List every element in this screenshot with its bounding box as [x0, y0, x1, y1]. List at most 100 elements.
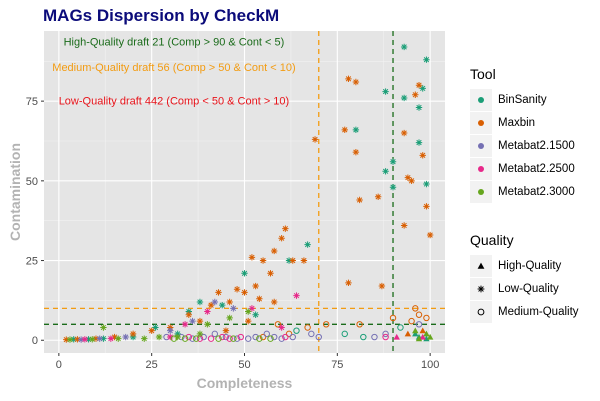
binsanity-point — [382, 88, 389, 95]
binsanity-point — [304, 241, 311, 248]
maxbin-point — [259, 257, 267, 264]
metabat2-2500-point — [382, 333, 389, 341]
maxbin-point — [426, 231, 434, 239]
tool-legend-item-marker — [478, 165, 484, 172]
quality-legend-title: Quality — [470, 232, 514, 248]
maxbin-point — [412, 305, 419, 312]
maxbin-point — [148, 327, 155, 334]
metabat2-2500-point — [181, 321, 189, 328]
metabat2-2500-point — [219, 333, 226, 341]
metabat2-1500-point — [263, 330, 270, 338]
metabat2-3000-point — [193, 335, 200, 342]
x-tick-label: 25 — [146, 359, 158, 371]
maxbin-point — [356, 321, 363, 328]
metabat2-2500-point — [278, 324, 285, 331]
tool-legend-item-marker — [478, 142, 484, 149]
metabat2-1500-point — [230, 305, 237, 312]
maxbin-point — [226, 298, 233, 306]
binsanity-point — [415, 104, 423, 111]
binsanity-point — [241, 270, 248, 277]
maxbin-point — [267, 270, 274, 277]
metabat2-3000-point — [66, 336, 74, 343]
binsanity-point — [252, 311, 259, 318]
quality-legend-item-key — [470, 254, 492, 277]
metabat2-3000-point — [155, 333, 163, 341]
y-tick-label: 75 — [26, 96, 38, 108]
maxbin-point — [252, 282, 259, 290]
metabat2-1500-point — [189, 335, 196, 342]
tool-color-dot — [478, 142, 484, 149]
metabat2-1500-point — [233, 335, 241, 342]
tool-legend-item-label: Metabat2.2500 — [498, 162, 575, 175]
maxbin-point — [322, 321, 330, 328]
metabat2-1500-point — [371, 333, 378, 341]
tool-color-dot — [478, 165, 484, 172]
metabat2-3000-point — [89, 336, 96, 343]
maxbin-point — [408, 317, 415, 325]
x-tick-label: 50 — [238, 359, 250, 371]
maxbin-point — [356, 196, 363, 204]
maxbin-point — [74, 336, 81, 343]
metabat2-1500-point — [122, 333, 129, 341]
metabat2-1500-point — [278, 335, 285, 342]
maxbin-point — [92, 335, 100, 342]
maxbin-point — [400, 129, 408, 137]
tool-legend-item: Metabat2.1500 — [470, 134, 575, 157]
metabat2-3000-point — [170, 335, 178, 342]
tool-legend-item: BinSanity — [470, 88, 575, 111]
maxbin-point — [256, 295, 263, 303]
metabat2-2500-point — [207, 335, 215, 342]
x-tick-label: 100 — [421, 359, 439, 371]
quality-legend-item: Medium-Quality — [470, 300, 579, 323]
metabat2-3000-point — [174, 333, 181, 341]
maxbin-point — [129, 330, 137, 338]
binsanity-point — [412, 330, 419, 337]
metabat2-1500-point — [167, 327, 174, 334]
maxbin-point — [111, 333, 118, 341]
tool-legend-item: Metabat2.3000 — [470, 180, 575, 203]
metabat2-2500-point — [393, 333, 400, 340]
maxbin-point — [289, 257, 296, 264]
maxbin-point — [311, 136, 319, 143]
metabat2-1500-point — [189, 317, 196, 325]
binsanity-point — [400, 94, 408, 102]
metabat2-3000-point — [256, 335, 263, 342]
quality-legend-item: High-Quality — [470, 254, 579, 277]
quality-legend-item: Low-Quality — [470, 277, 579, 300]
maxbin-point — [300, 257, 308, 264]
maxbin-point — [412, 91, 419, 98]
metabat2-3000-point — [100, 324, 107, 331]
maxbin-point — [389, 314, 397, 322]
quality-legend-item-key — [470, 300, 492, 323]
quality-annotation: Low-Quality draft 442 (Comp < 50 & Cont … — [59, 95, 290, 107]
metabat2-2500-point — [107, 335, 115, 342]
metabat2-3000-point — [115, 335, 122, 342]
maxbin-point — [241, 289, 248, 296]
maxbin-point — [352, 78, 360, 86]
metabat2-3000-point — [181, 335, 189, 342]
maxbin-point — [271, 298, 278, 306]
metabat2-2500-point — [419, 333, 426, 340]
binsanity-point — [152, 324, 159, 331]
tool-legend-item-key — [470, 88, 492, 111]
maxbin-point — [404, 174, 412, 181]
binsanity-point — [382, 168, 389, 175]
metabat2-1500-point — [211, 330, 219, 338]
binsanity-point — [360, 333, 367, 341]
maxbin-point — [378, 282, 386, 290]
maxbin-point — [415, 311, 423, 318]
metabat2-2500-point — [167, 333, 174, 341]
quality-annotation: Medium-Quality draft 56 (Comp > 50 & Con… — [52, 62, 295, 74]
quality-annotation: High-Quality draft 21 (Comp > 90 & Cont … — [64, 36, 285, 48]
quality-legend-item-label: Low-Quality — [498, 282, 559, 295]
maxbin-point — [278, 235, 285, 242]
binsanity-point — [85, 336, 92, 343]
tool-legend-item-key — [470, 157, 492, 180]
metabat2-3000-point — [245, 308, 252, 315]
maxbin-point — [415, 81, 423, 89]
maxbin-point — [304, 324, 311, 331]
tool-legend-item: Metabat2.2500 — [470, 157, 575, 180]
chart-title: MAGs Dispersion by CheckM — [43, 6, 280, 25]
maxbin-point — [419, 327, 426, 334]
